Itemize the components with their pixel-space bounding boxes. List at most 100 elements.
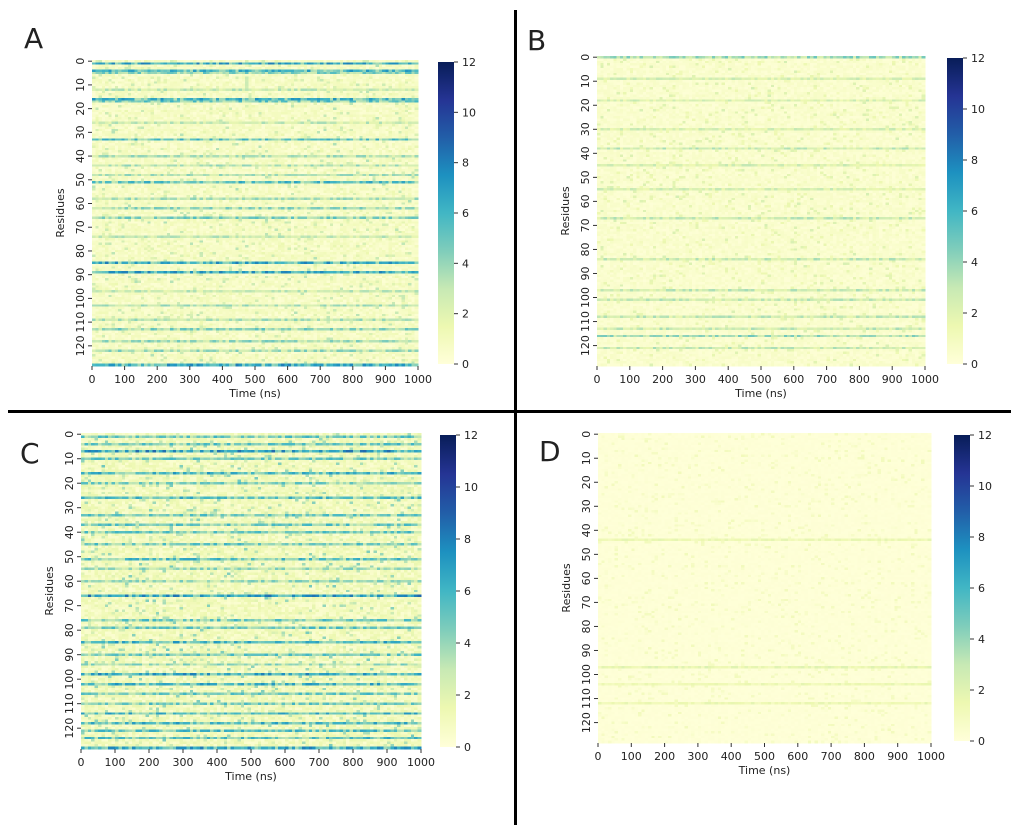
heatmap-cell xyxy=(92,138,96,142)
heatmap-cell xyxy=(303,114,308,118)
heatmap-cell xyxy=(333,74,337,77)
heatmap-cell xyxy=(196,157,200,161)
heatmap-cell xyxy=(144,147,148,151)
heatmap-cell xyxy=(329,157,334,161)
heatmap-cell xyxy=(92,107,96,111)
heatmap-cell xyxy=(196,164,200,168)
heatmap-cell xyxy=(316,159,321,163)
heatmap-cell xyxy=(339,67,344,70)
heatmap-cell xyxy=(131,164,135,168)
heatmap-cell xyxy=(98,131,103,134)
heatmap-cell xyxy=(163,162,168,165)
heatmap-cell xyxy=(268,147,272,151)
heatmap-cell xyxy=(398,131,403,134)
heatmap-cell xyxy=(137,105,142,108)
heatmap-cell xyxy=(290,95,295,99)
heatmap-cell xyxy=(121,64,125,68)
heatmap-cell xyxy=(121,135,125,139)
heatmap-cell xyxy=(268,121,272,125)
heatmap-cell xyxy=(294,131,298,134)
heatmap-cell xyxy=(303,121,308,125)
heatmap-cell xyxy=(277,166,282,170)
heatmap-cell xyxy=(232,140,236,144)
heatmap-cell xyxy=(294,126,298,130)
heatmap-cell xyxy=(153,112,158,115)
heatmap-cell xyxy=(212,138,217,142)
heatmap-cell xyxy=(411,67,416,70)
heatmap-cell xyxy=(196,152,200,156)
heatmap-cell xyxy=(199,69,204,73)
heatmap-cell xyxy=(385,166,390,170)
heatmap-cell xyxy=(245,64,249,68)
heatmap-cell xyxy=(287,128,292,132)
heatmap-cell xyxy=(245,67,249,70)
heatmap-cell xyxy=(232,154,236,158)
heatmap-cell xyxy=(346,133,350,137)
heatmap-cell xyxy=(326,100,331,104)
heatmap-cell xyxy=(281,88,285,92)
heatmap-cell xyxy=(258,154,262,158)
heatmap-cell xyxy=(310,150,315,153)
heatmap-cell xyxy=(118,173,122,177)
heatmap-cell xyxy=(336,109,341,113)
heatmap-cell xyxy=(414,159,419,163)
heatmap-cell xyxy=(395,159,399,163)
heatmap-cell xyxy=(343,138,347,142)
heatmap-cell xyxy=(290,166,295,170)
heatmap-cell xyxy=(277,124,282,127)
heatmap-cell xyxy=(300,62,305,66)
heatmap-cell xyxy=(196,86,200,89)
heatmap-cell xyxy=(408,97,412,101)
heatmap-cell xyxy=(150,67,155,70)
heatmap-cell xyxy=(277,64,282,68)
heatmap-cell xyxy=(277,74,282,77)
heatmap-cell xyxy=(105,173,109,177)
heatmap-cell xyxy=(183,166,187,170)
heatmap-cell xyxy=(225,176,230,179)
heatmap-cell xyxy=(362,128,367,132)
heatmap-cell xyxy=(98,100,103,104)
heatmap-cell xyxy=(369,159,373,163)
heatmap-cell xyxy=(261,83,266,87)
heatmap-cell xyxy=(140,62,145,66)
heatmap-cell xyxy=(339,169,344,172)
heatmap-cell xyxy=(176,102,181,106)
heatmap-cell xyxy=(193,128,197,132)
heatmap-cell xyxy=(375,133,380,137)
heatmap-cell xyxy=(352,135,357,139)
heatmap-cell xyxy=(365,109,370,113)
heatmap-cell xyxy=(105,78,109,82)
heatmap-cell xyxy=(303,100,308,104)
heatmap-cell xyxy=(114,76,119,80)
heatmap-cell xyxy=(385,131,390,134)
heatmap-cell xyxy=(225,105,230,108)
heatmap-cell xyxy=(401,78,406,82)
heatmap-cell xyxy=(264,76,269,80)
heatmap-cell xyxy=(349,100,354,104)
heatmap-cell xyxy=(140,83,145,87)
heatmap-cell xyxy=(150,143,155,146)
heatmap-cell xyxy=(183,76,187,80)
heatmap-cell xyxy=(92,133,96,137)
heatmap-cell xyxy=(408,162,412,165)
heatmap-cell xyxy=(310,90,315,94)
heatmap-cell xyxy=(235,173,240,177)
heatmap-cell xyxy=(378,83,383,87)
heatmap-cell xyxy=(333,119,337,123)
heatmap-cell xyxy=(176,176,181,179)
heatmap-cell xyxy=(258,143,262,146)
heatmap-cell xyxy=(160,159,165,163)
heatmap-cell xyxy=(411,131,416,134)
heatmap-cell xyxy=(144,121,148,125)
heatmap-cell xyxy=(323,83,328,87)
heatmap-cell xyxy=(268,145,272,149)
heatmap-cell xyxy=(160,88,165,92)
heatmap-cell xyxy=(219,147,223,151)
heatmap-cell xyxy=(268,97,272,101)
heatmap-cell xyxy=(378,171,383,175)
heatmap-cell xyxy=(215,76,220,80)
heatmap-cell xyxy=(248,81,253,85)
heatmap-cell xyxy=(294,62,298,66)
heatmap-cell xyxy=(352,124,357,127)
heatmap-cell xyxy=(359,76,363,80)
